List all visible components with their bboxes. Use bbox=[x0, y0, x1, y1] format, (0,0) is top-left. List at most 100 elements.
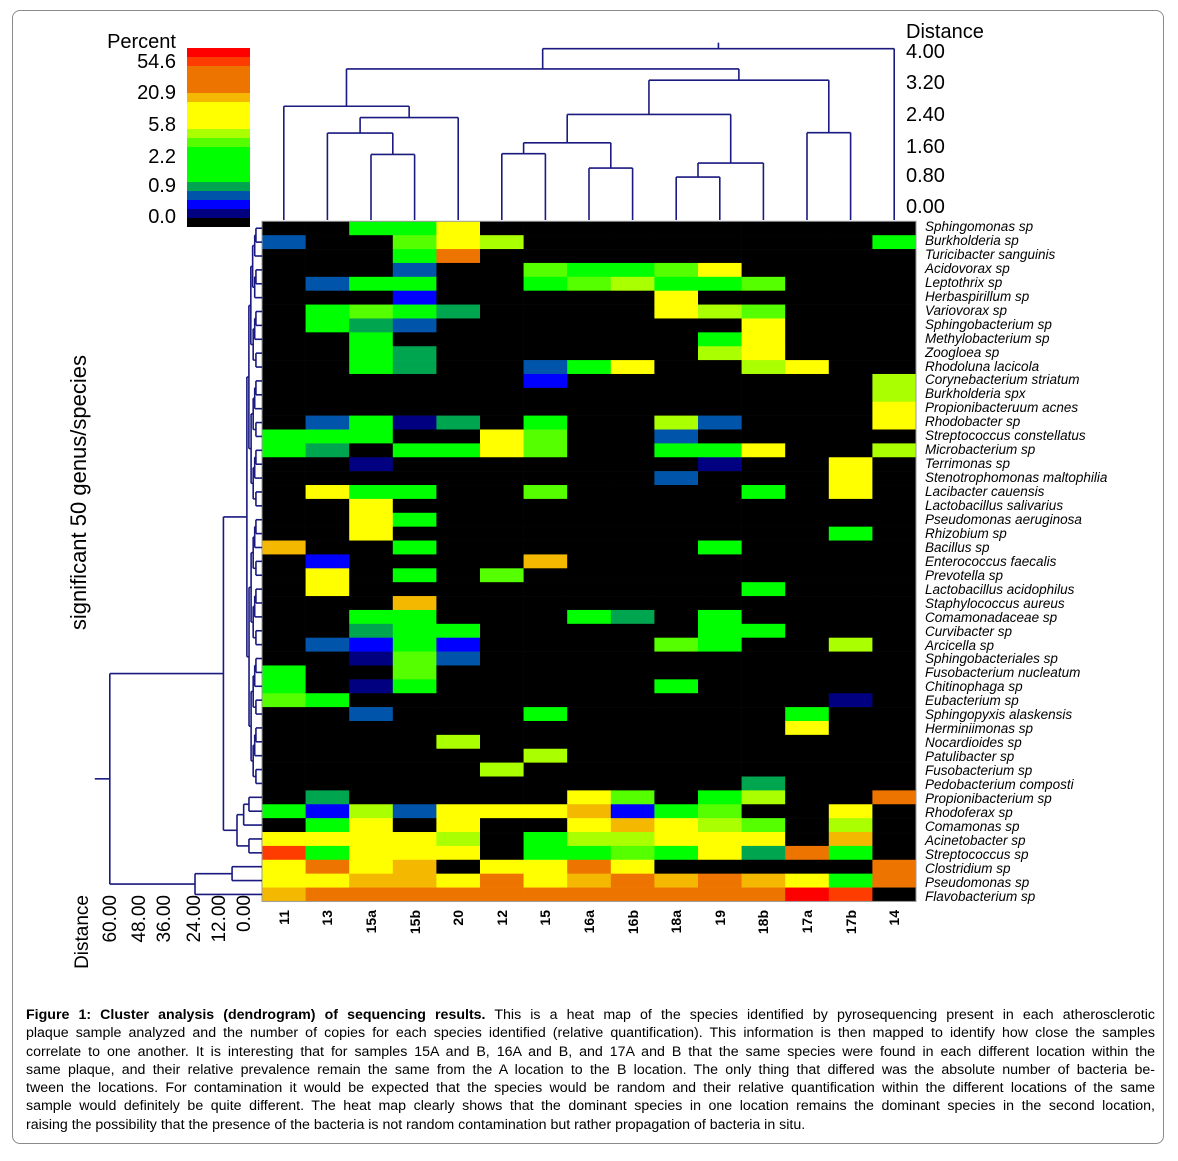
row-label: Stenotrophomonas maltophilia bbox=[925, 470, 1108, 486]
heatmap-cell bbox=[828, 720, 873, 736]
heatmap-cell bbox=[610, 845, 655, 861]
heatmap-cell bbox=[828, 401, 873, 416]
heatmap-cell bbox=[480, 387, 524, 403]
heatmap-cell bbox=[567, 651, 612, 666]
column-dendrogram-axis-title: Distance bbox=[906, 21, 984, 43]
heatmap-cell bbox=[785, 790, 830, 805]
heatmap-cell bbox=[392, 526, 437, 541]
heatmap-cell bbox=[872, 845, 917, 861]
row-label: Herminiimonas sp bbox=[925, 721, 1034, 737]
heatmap-cell bbox=[654, 360, 699, 375]
heatmap-cell bbox=[305, 498, 350, 514]
row-label: Prevotella sp bbox=[925, 567, 1004, 583]
heatmap-cell bbox=[436, 679, 481, 694]
heatmap-cell bbox=[392, 665, 437, 680]
row-label: Eubacterium sp bbox=[925, 693, 1019, 709]
heatmap-cell bbox=[654, 623, 699, 638]
caption-line: same plaque, and their relative prevalen… bbox=[26, 1061, 1155, 1078]
heatmap-cell bbox=[785, 249, 830, 264]
heatmap-cell bbox=[567, 596, 612, 611]
heatmap-cell bbox=[828, 429, 873, 444]
heatmap-cell bbox=[305, 762, 350, 777]
heatmap-cell bbox=[654, 235, 699, 250]
heatmap-cell bbox=[698, 582, 742, 597]
heatmap-cell bbox=[828, 540, 873, 555]
heatmap-cell bbox=[872, 471, 917, 486]
row-label: Burkholderia spx bbox=[925, 386, 1026, 402]
heatmap-cell bbox=[610, 804, 655, 819]
heatmap-cell bbox=[654, 734, 699, 750]
caption-line: raising the possibility that the presenc… bbox=[26, 1116, 806, 1133]
heatmap-cell bbox=[480, 290, 524, 305]
heatmap-cell bbox=[654, 304, 699, 319]
heatmap-cell bbox=[305, 249, 350, 264]
heatmap-cell bbox=[262, 651, 306, 666]
heatmap-cell bbox=[436, 415, 481, 430]
heatmap-cell bbox=[785, 498, 830, 514]
heatmap-cell bbox=[436, 707, 481, 722]
heatmap-cell bbox=[654, 471, 699, 486]
heatmap-cell bbox=[610, 346, 655, 361]
heatmap-cell bbox=[480, 665, 524, 680]
caption-line: correlate to one another. It is interest… bbox=[26, 1043, 1155, 1060]
heatmap-cell bbox=[785, 276, 830, 291]
heatmap-cell bbox=[480, 637, 524, 652]
heatmap-cell bbox=[872, 332, 917, 347]
heatmap-cell bbox=[872, 693, 917, 708]
heatmap-cell bbox=[523, 332, 568, 347]
heatmap-cell bbox=[567, 873, 612, 888]
row-label: Comamonadaceae sp bbox=[925, 609, 1058, 625]
heatmap-cell bbox=[610, 554, 655, 569]
heatmap-cell bbox=[741, 360, 786, 375]
heatmap-cell bbox=[480, 346, 524, 361]
heatmap-cell bbox=[262, 443, 306, 458]
heatmap-cell bbox=[305, 332, 350, 347]
heatmap-cell bbox=[349, 512, 394, 527]
heatmap-cell bbox=[654, 804, 699, 819]
heatmap-cell bbox=[523, 249, 568, 264]
heatmap-cell bbox=[349, 679, 394, 694]
heatmap-cell bbox=[741, 707, 786, 722]
heatmap-cell bbox=[392, 887, 437, 902]
heatmap-cell bbox=[654, 679, 699, 694]
heatmap-cell bbox=[610, 415, 655, 430]
heatmap-cell bbox=[480, 609, 524, 625]
heatmap-cell bbox=[436, 762, 481, 777]
heatmap-cell bbox=[654, 748, 699, 763]
heatmap-cell bbox=[523, 623, 568, 638]
heatmap-cell bbox=[872, 401, 917, 416]
heatmap-cell bbox=[262, 790, 306, 805]
heatmap-cell bbox=[349, 720, 394, 736]
heatmap-cell bbox=[349, 693, 394, 708]
row-label: Rhizobium sp bbox=[925, 525, 1007, 541]
heatmap-cell bbox=[523, 235, 568, 250]
heatmap-cell bbox=[392, 387, 437, 403]
row-label: Streptococcus constellatus bbox=[925, 428, 1086, 444]
heatmap-cell bbox=[567, 401, 612, 416]
heatmap-cell bbox=[349, 596, 394, 611]
heatmap-cell bbox=[392, 429, 437, 444]
heatmap-cell bbox=[741, 693, 786, 708]
heatmap-cell bbox=[610, 776, 655, 791]
heatmap-cell bbox=[610, 707, 655, 722]
column-dendrogram-tick: 4.00 bbox=[906, 41, 945, 63]
heatmap-cell bbox=[567, 762, 612, 777]
heatmap-cell bbox=[785, 540, 830, 555]
heatmap-cell bbox=[262, 276, 306, 291]
heatmap-cell bbox=[480, 568, 524, 583]
heatmap-cell bbox=[349, 332, 394, 347]
heatmap-cell bbox=[698, 845, 742, 861]
heatmap-cell bbox=[785, 693, 830, 708]
heatmap-cell bbox=[349, 623, 394, 638]
heatmap-cell bbox=[698, 734, 742, 750]
heatmap-cell bbox=[567, 859, 612, 874]
heatmap-cell bbox=[567, 457, 612, 472]
heatmap-cell bbox=[741, 596, 786, 611]
heatmap-cell bbox=[392, 485, 437, 500]
heatmap-cell bbox=[567, 665, 612, 680]
heatmap-cell bbox=[610, 249, 655, 264]
heatmap-cell bbox=[305, 276, 350, 291]
row-label: Sphingobacterium sp bbox=[925, 316, 1052, 332]
heatmap-cell bbox=[654, 609, 699, 625]
heatmap-cell bbox=[567, 485, 612, 500]
